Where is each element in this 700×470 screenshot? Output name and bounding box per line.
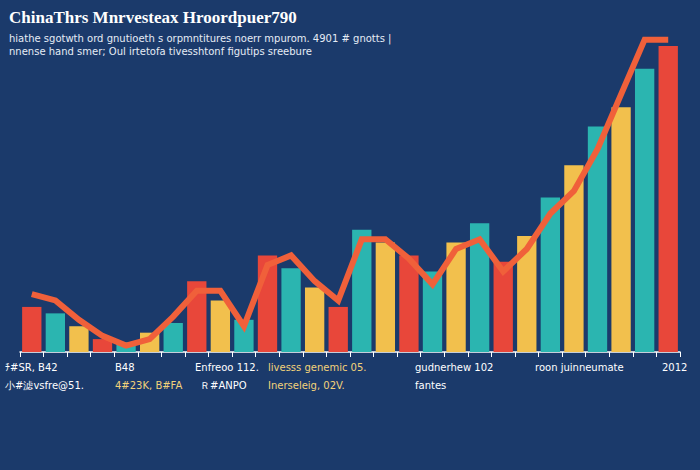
svg-text:hiathe sgotwth ord gnutioeth s: hiathe sgotwth ord gnutioeth s orpmntitu… [9, 33, 391, 45]
svg-text:roon juinneumate: roon juinneumate [535, 362, 624, 373]
svg-text:fantes: fantes [415, 380, 446, 391]
svg-text:Inerseleig, 02V.: Inerseleig, 02V. [268, 380, 345, 391]
svg-text:Ｒ#ANPO: Ｒ#ANPO [200, 380, 247, 391]
svg-text:gudnerhew 102: gudnerhew 102 [415, 362, 493, 373]
svg-text:Enfreoo 112.: Enfreoo 112. [195, 362, 259, 373]
svg-text:2012: 2012 [662, 362, 687, 373]
svg-text:小#滤vsfre@51.: 小#滤vsfre@51. [5, 380, 84, 391]
svg-text:B48: B48 [115, 362, 135, 373]
svg-text:4#23K, B#FA: 4#23K, B#FA [115, 380, 182, 391]
svg-text:ﾁ#SR, B42: ﾁ#SR, B42 [5, 362, 58, 373]
svg-text:ChinaThrs Mnrvesteax Hroordpue: ChinaThrs Mnrvesteax Hroordpuer790 [9, 8, 297, 27]
svg-text:livesss genemic 05.: livesss genemic 05. [268, 362, 367, 373]
svg-text:nnense hand smer; Oul irtetofa: nnense hand smer; Oul irtetofa tivesshto… [9, 46, 312, 57]
